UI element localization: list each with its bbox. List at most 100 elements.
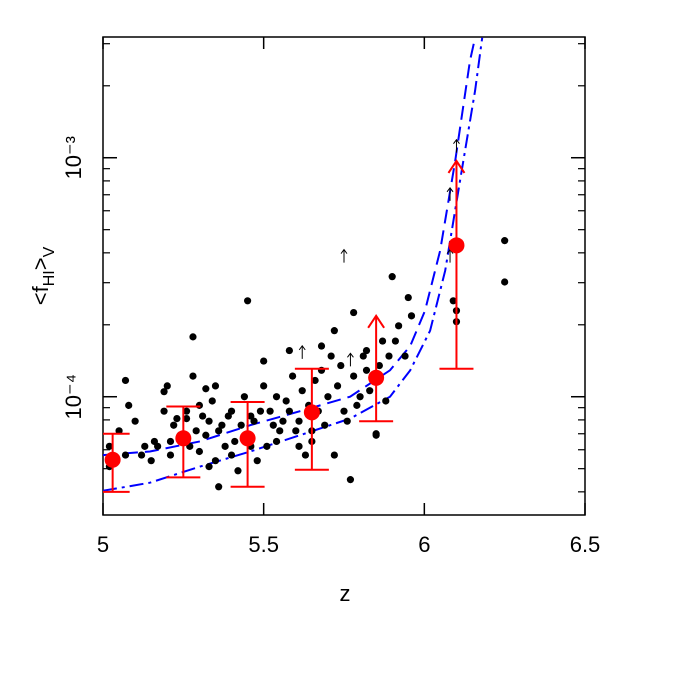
data-point bbox=[240, 393, 248, 401]
data-point bbox=[221, 442, 229, 450]
y-label-part: > bbox=[28, 257, 53, 270]
data-point bbox=[256, 407, 265, 415]
limit-arrow bbox=[340, 248, 348, 263]
data-point bbox=[205, 417, 213, 425]
data-point bbox=[227, 407, 236, 415]
mean-point bbox=[368, 369, 385, 386]
data-point bbox=[301, 451, 310, 459]
data-point bbox=[266, 407, 274, 415]
plot-area bbox=[103, 37, 509, 493]
data-point bbox=[501, 237, 509, 245]
mean-error-bar bbox=[439, 159, 474, 370]
y-axis-label: <fHI>V bbox=[28, 246, 58, 305]
data-point bbox=[324, 393, 332, 401]
mean-error-bar bbox=[359, 314, 394, 423]
data-point bbox=[189, 333, 197, 341]
data-point bbox=[166, 437, 175, 446]
y-tick-label: 10⁻³ bbox=[61, 136, 86, 179]
data-point bbox=[327, 352, 335, 360]
limit-arrow-head bbox=[453, 138, 460, 144]
y-tick-label: 10⁻⁴ bbox=[61, 374, 86, 420]
data-point bbox=[295, 417, 303, 425]
data-point bbox=[407, 312, 416, 320]
data-point bbox=[199, 412, 207, 420]
mean-point bbox=[175, 430, 192, 447]
data-point bbox=[362, 346, 371, 355]
data-point bbox=[330, 451, 338, 459]
data-point bbox=[366, 387, 374, 395]
data-point bbox=[330, 327, 338, 335]
limit-arrow-head bbox=[298, 345, 306, 351]
data-point bbox=[263, 442, 271, 450]
limit-arrow bbox=[298, 345, 306, 359]
data-point bbox=[234, 467, 242, 475]
x-tick-label: 6.5 bbox=[570, 532, 601, 557]
data-point bbox=[311, 376, 319, 385]
data-point bbox=[388, 273, 396, 281]
data-point bbox=[375, 361, 383, 370]
data-point bbox=[141, 442, 149, 450]
data-point bbox=[356, 393, 364, 401]
limit-arrow bbox=[347, 352, 354, 367]
x-axis-label: z bbox=[340, 581, 351, 606]
x-tick-label: 6 bbox=[418, 532, 430, 557]
data-point bbox=[353, 401, 361, 409]
data-point bbox=[244, 297, 252, 305]
limit-arrow-head bbox=[347, 352, 354, 358]
data-point bbox=[501, 278, 509, 286]
plot-frame bbox=[102, 36, 586, 516]
data-point bbox=[247, 412, 255, 420]
data-point bbox=[202, 385, 210, 393]
data-point bbox=[343, 417, 351, 425]
data-point bbox=[359, 352, 367, 360]
x-tick-label: 5 bbox=[97, 532, 109, 557]
data-point bbox=[192, 427, 200, 435]
limit-arrow-head bbox=[340, 248, 348, 254]
data-point bbox=[170, 421, 178, 429]
data-point bbox=[218, 421, 226, 429]
mean-point bbox=[303, 404, 320, 421]
mean-point bbox=[239, 430, 256, 447]
data-point bbox=[250, 417, 258, 425]
mean-point bbox=[448, 237, 465, 254]
data-point bbox=[282, 397, 290, 405]
y-label-sub: HI bbox=[41, 270, 58, 286]
data-point bbox=[382, 397, 390, 405]
mean-error-bar bbox=[103, 432, 130, 493]
data-point bbox=[211, 382, 220, 390]
mean-error-bar bbox=[294, 367, 329, 471]
mean-point bbox=[104, 451, 121, 468]
data-point bbox=[121, 376, 130, 385]
data-point bbox=[253, 457, 261, 465]
data-point bbox=[272, 437, 281, 446]
data-point bbox=[115, 427, 123, 435]
data-point bbox=[202, 431, 210, 439]
data-point bbox=[391, 337, 400, 345]
data-point bbox=[401, 352, 409, 360]
data-point bbox=[298, 387, 306, 395]
data-point bbox=[346, 476, 355, 484]
data-point bbox=[362, 366, 371, 374]
y-label-sub: V bbox=[41, 246, 58, 257]
model-curve bbox=[103, 37, 477, 457]
data-point bbox=[160, 407, 168, 415]
data-point bbox=[163, 382, 171, 390]
data-point bbox=[205, 463, 213, 471]
data-point bbox=[125, 401, 133, 409]
data-point bbox=[404, 293, 412, 302]
data-point bbox=[215, 427, 223, 435]
data-point bbox=[340, 407, 348, 415]
data-point bbox=[166, 451, 175, 459]
data-point bbox=[321, 421, 329, 429]
data-point bbox=[276, 427, 284, 435]
y-label-part: <f bbox=[28, 285, 53, 305]
data-point bbox=[208, 397, 216, 405]
data-point bbox=[195, 401, 203, 409]
data-point bbox=[215, 483, 223, 491]
data-point bbox=[337, 361, 345, 370]
data-point bbox=[131, 417, 139, 425]
data-point bbox=[292, 427, 300, 435]
data-point bbox=[154, 442, 162, 450]
